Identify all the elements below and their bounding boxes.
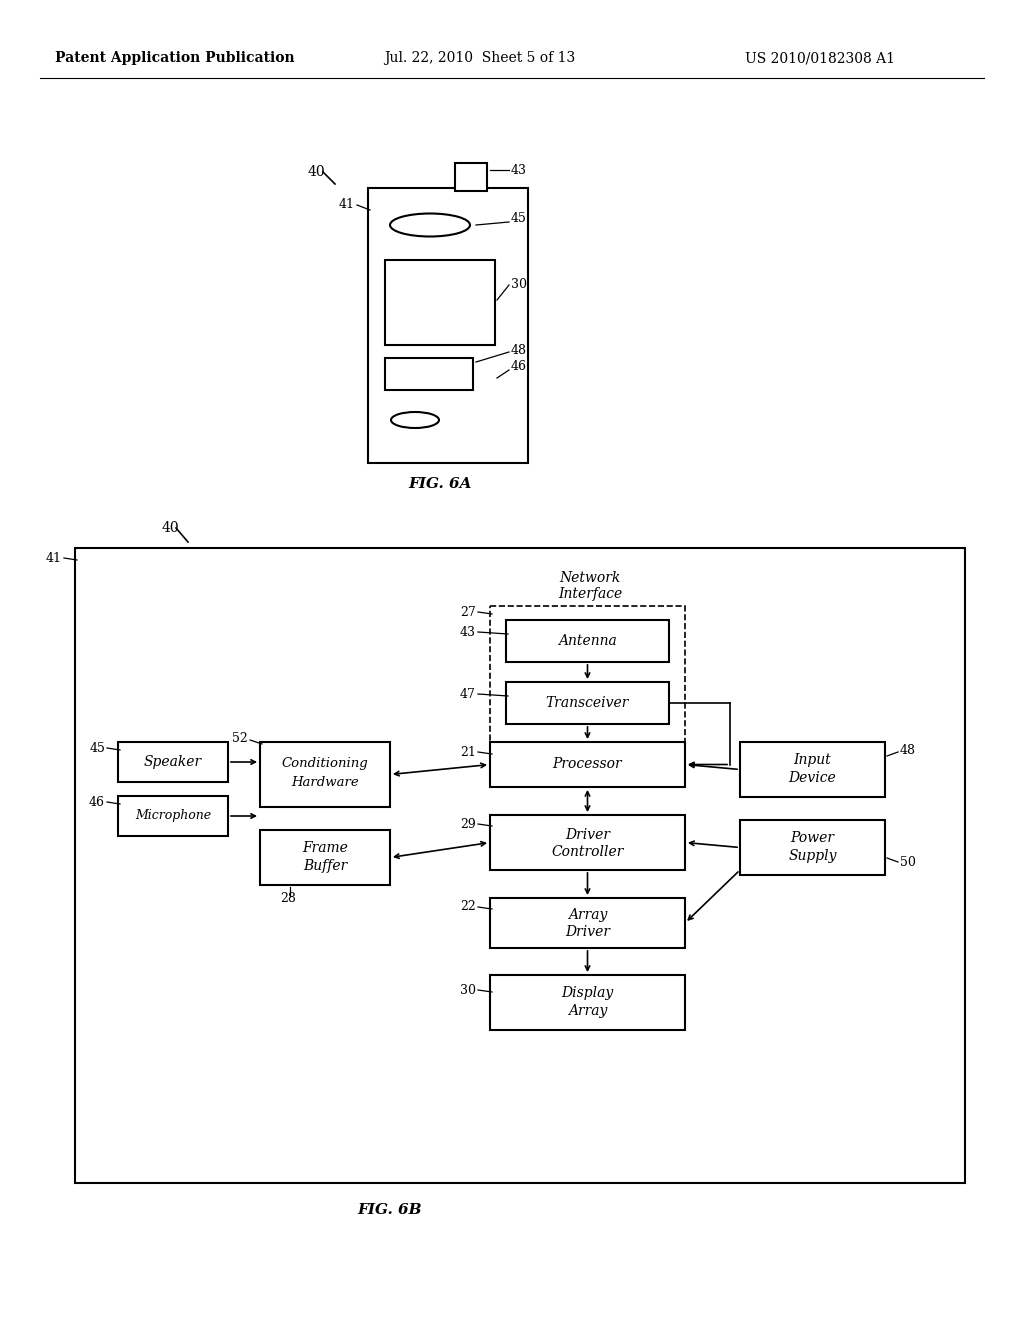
- Text: Controller: Controller: [551, 845, 624, 859]
- Bar: [368, 187, 528, 463]
- Text: FIG. 6B: FIG. 6B: [357, 1203, 422, 1217]
- Bar: [385, 358, 473, 389]
- Bar: [506, 682, 669, 723]
- Bar: [75, 548, 965, 1183]
- Text: Display: Display: [561, 986, 613, 1001]
- Text: Jul. 22, 2010  Sheet 5 of 13: Jul. 22, 2010 Sheet 5 of 13: [384, 51, 575, 65]
- Text: 52: 52: [232, 731, 248, 744]
- Text: 50: 50: [900, 855, 915, 869]
- Text: 46: 46: [511, 360, 527, 374]
- Bar: [118, 796, 228, 836]
- Ellipse shape: [390, 214, 470, 236]
- Bar: [455, 162, 487, 191]
- Text: FIG. 6A: FIG. 6A: [409, 477, 472, 491]
- Bar: [740, 742, 885, 797]
- Text: 41: 41: [46, 552, 62, 565]
- Bar: [506, 620, 669, 663]
- Text: Driver: Driver: [565, 828, 610, 842]
- Text: US 2010/0182308 A1: US 2010/0182308 A1: [745, 51, 895, 65]
- Text: 21: 21: [460, 746, 476, 759]
- Text: 40: 40: [308, 165, 326, 180]
- Text: Interface: Interface: [558, 587, 623, 601]
- Bar: [385, 260, 495, 345]
- Text: 46: 46: [89, 796, 105, 808]
- Text: Array: Array: [568, 1005, 607, 1018]
- Bar: [490, 606, 685, 762]
- Bar: [490, 898, 685, 948]
- Text: Speaker: Speaker: [144, 755, 202, 770]
- Text: 30: 30: [460, 983, 476, 997]
- Text: 28: 28: [280, 891, 296, 904]
- Bar: [260, 830, 390, 884]
- Bar: [118, 742, 228, 781]
- Text: Processor: Processor: [553, 758, 623, 771]
- Text: 29: 29: [460, 817, 476, 830]
- Bar: [490, 742, 685, 787]
- Bar: [490, 814, 685, 870]
- Text: Driver: Driver: [565, 925, 610, 939]
- Text: Antenna: Antenna: [558, 634, 616, 648]
- Text: Power: Power: [791, 832, 835, 845]
- Text: Conditioning: Conditioning: [282, 758, 369, 771]
- Text: Hardware: Hardware: [291, 776, 358, 788]
- Text: 27: 27: [460, 606, 476, 619]
- Text: Patent Application Publication: Patent Application Publication: [55, 51, 295, 65]
- Text: 41: 41: [339, 198, 355, 211]
- Text: Microphone: Microphone: [135, 809, 211, 822]
- Text: 45: 45: [511, 211, 527, 224]
- Text: Network: Network: [559, 572, 621, 585]
- Bar: [490, 975, 685, 1030]
- Text: 30: 30: [511, 279, 527, 292]
- Text: Input: Input: [794, 752, 831, 767]
- Ellipse shape: [391, 412, 439, 428]
- Bar: [740, 820, 885, 875]
- Text: Frame: Frame: [302, 841, 348, 855]
- Text: 48: 48: [900, 743, 916, 756]
- Text: 40: 40: [162, 521, 179, 535]
- Text: Array: Array: [568, 908, 607, 921]
- Text: Device: Device: [788, 771, 837, 785]
- Text: 43: 43: [511, 164, 527, 177]
- Text: Buffer: Buffer: [303, 859, 347, 873]
- Bar: [260, 742, 390, 807]
- Text: Supply: Supply: [788, 849, 837, 863]
- Text: Transceiver: Transceiver: [546, 696, 629, 710]
- Text: 45: 45: [89, 742, 105, 755]
- Text: 43: 43: [460, 626, 476, 639]
- Text: 22: 22: [460, 900, 476, 913]
- Text: 47: 47: [460, 688, 476, 701]
- Text: 48: 48: [511, 343, 527, 356]
